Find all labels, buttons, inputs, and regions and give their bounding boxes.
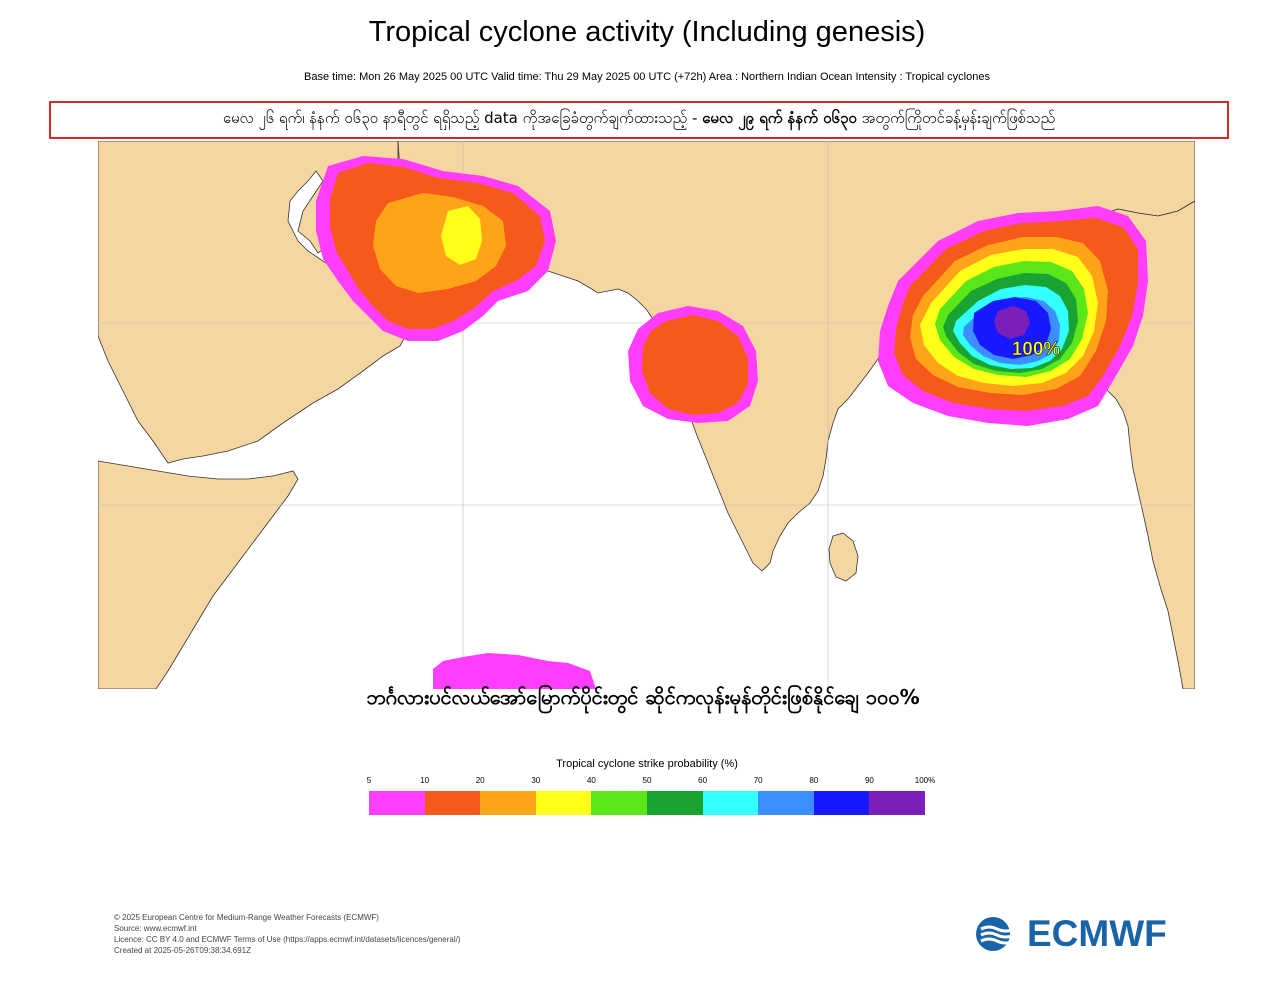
footer-credits: © 2025 European Centre for Medium-Range … [114,912,461,956]
footer-line-copyright: © 2025 European Centre for Medium-Range … [114,913,379,922]
land-sri-lanka [828,532,859,582]
max-probability-label: 100% [1012,339,1061,360]
probability-area-south [433,653,596,689]
legend-tick-label: 50 [642,776,652,785]
legend-tick-label: 80 [809,776,819,785]
ecmwf-logo-icon [976,917,1016,951]
legend-swatch-1 [424,791,481,815]
legend-tick-label: 100% [914,776,936,785]
legend-swatch-8 [813,791,870,815]
legend-swatch-2 [480,791,536,815]
notice-text-date: မေလ ၂၉ ရက် နံနက် ၀၆၃၀ [702,109,857,127]
probability-area-east-arabian [628,306,758,423]
legend-tick-label: 20 [475,776,485,785]
map-svg: 100% [98,141,1195,689]
legend-swatch-9 [869,791,925,815]
map-caption: ဘင်္ဂလားပင်လယ်အော်မြောက်ပိုင်းတွင် ဆိုင်… [366,685,920,709]
probability-area-bay-of-bengal [878,206,1148,426]
land-africa [98,460,299,689]
legend-swatch-7 [758,791,814,815]
legend-ticks: 5 10 20 30 40 50 60 70 80 90 100% [366,776,935,788]
legend-tick-label: 60 [698,776,708,785]
legend-tick-label: 10 [420,776,430,785]
legend-tick-label: 40 [586,776,596,785]
footer-line-licence: Licence: CC BY 4.0 and ECMWF Terms of Us… [114,935,461,944]
probability-map: 100% [98,141,1195,689]
legend-tick-label: 90 [864,776,874,785]
legend-colorbar [369,791,925,815]
notice-text-part1: မေလ ၂၆ ရက်၊ နံနက် ၀၆၃၀ နာရီတွင် ရရှိသည့်… [222,109,698,127]
forecast-notice-box: မေလ ၂၆ ရက်၊ နံနက် ၀၆၃၀ နာရီတွင် ရရှိသည့်… [49,101,1229,139]
legend-tick-label: 5 [366,776,372,785]
legend-swatch-0 [369,791,425,815]
probability-area-arabian-north [316,156,556,341]
legend-tick-label: 30 [531,776,541,785]
legend-swatch-4 [591,791,647,815]
legend-swatch-3 [535,791,592,815]
legend-title: Tropical cyclone strike probability (%) [556,758,738,770]
legend-tick-label: 70 [753,776,763,785]
chart-title: Tropical cyclone activity (Including gen… [368,16,926,48]
legend-swatch-5 [646,791,703,815]
legend-swatch-6 [702,791,759,815]
ecmwf-logo: ECMWF [975,913,1167,954]
notice-text-part3: အတွက်ကြိုတင်ခန့်မှန်းချက်ဖြစ်သည် [861,109,1056,127]
ecmwf-logo-text: ECMWF [1027,913,1167,954]
footer-line-source: Source: www.ecmwf.int [114,924,197,933]
footer-line-created: Created at 2025-05-26T09:38:34.691Z [114,946,251,955]
chart-subtitle: Base time: Mon 26 May 2025 00 UTC Valid … [304,71,990,83]
